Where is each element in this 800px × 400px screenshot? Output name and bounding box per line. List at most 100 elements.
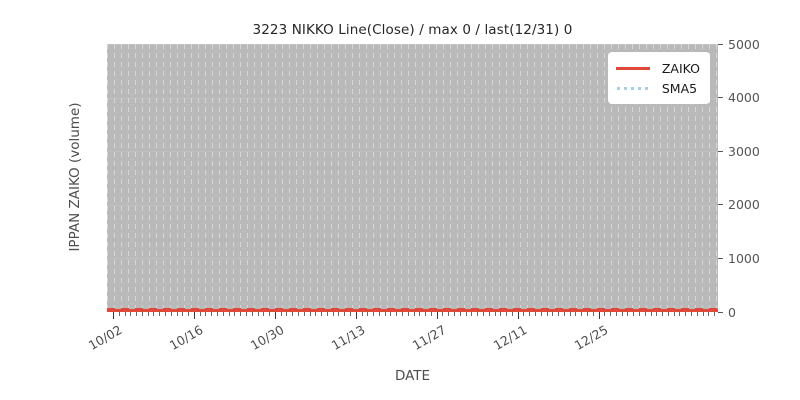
x-tick-minor xyxy=(477,312,479,316)
x-tick-minor xyxy=(390,312,392,316)
x-tick-minor xyxy=(650,312,652,316)
x-tick-major xyxy=(355,312,357,319)
x-tick-minor xyxy=(326,312,328,316)
legend-swatch-zaiko-icon xyxy=(615,62,650,74)
x-tick-minor xyxy=(176,312,178,316)
y-axis-title: IPPAN ZAIKO (volume) xyxy=(67,102,83,252)
y-tick: 5000 xyxy=(718,37,760,52)
x-tick-minor xyxy=(534,312,536,316)
x-tick-minor xyxy=(644,312,646,316)
x-tick-minor xyxy=(459,312,461,316)
x-tick-label: 10/30 xyxy=(247,322,287,354)
legend-item-sma5[interactable]: SMA5 xyxy=(616,78,700,98)
x-tick-minor xyxy=(448,312,450,316)
x-tick-minor xyxy=(141,312,143,316)
x-tick-minor xyxy=(147,312,149,316)
x-tick-minor xyxy=(205,312,207,316)
x-tick-minor xyxy=(292,312,294,316)
x-tick-minor xyxy=(373,312,375,316)
x-tick-minor xyxy=(263,312,265,316)
x-tick-minor xyxy=(211,312,213,316)
gridline-horizontal xyxy=(107,97,718,99)
x-tick-minor xyxy=(667,312,669,316)
x-tick-minor xyxy=(552,312,554,316)
x-tick-major xyxy=(193,312,195,319)
x-tick-minor xyxy=(494,312,496,316)
x-tick-minor xyxy=(569,312,571,316)
plot-area[interactable]: ZAIKO SMA5 xyxy=(107,44,718,312)
x-tick-minor xyxy=(378,312,380,316)
x-tick-minor xyxy=(523,312,525,316)
x-tick-minor xyxy=(332,312,334,316)
x-tick-minor xyxy=(482,312,484,316)
x-tick-minor xyxy=(604,312,606,316)
y-tick: 0 xyxy=(718,304,736,320)
x-tick-minor xyxy=(315,312,317,316)
x-tick-major xyxy=(598,312,600,319)
x-tick-minor xyxy=(245,312,247,316)
x-tick-minor xyxy=(165,312,167,316)
x-tick-minor xyxy=(136,312,138,316)
x-tick-minor xyxy=(159,312,161,316)
legend-item-zaiko[interactable]: ZAIKO xyxy=(615,58,700,78)
gridline-horizontal xyxy=(107,151,718,153)
x-tick-minor xyxy=(130,312,132,316)
y-tick-mark xyxy=(718,311,723,313)
x-tick-minor xyxy=(656,312,658,316)
x-tick-minor xyxy=(702,312,704,316)
y-tick-label: 4000 xyxy=(728,90,760,106)
x-tick-label: 11/13 xyxy=(328,322,368,354)
x-tick-minor xyxy=(367,312,369,316)
x-tick-minor xyxy=(563,312,565,316)
chart-title: 3223 NIKKO Line(Close) / max 0 / last(12… xyxy=(252,22,573,38)
x-tick-label: 10/16 xyxy=(166,322,206,354)
x-tick-minor xyxy=(511,312,513,316)
x-tick-minor xyxy=(615,312,617,316)
x-tick-minor xyxy=(228,312,230,316)
x-tick-minor xyxy=(454,312,456,316)
x-tick-minor xyxy=(529,312,531,316)
x-tick-minor xyxy=(321,312,323,316)
x-tick-minor xyxy=(402,312,404,316)
x-tick-minor xyxy=(118,312,120,316)
legend-label-zaiko: ZAIKO xyxy=(661,60,700,76)
x-tick-minor xyxy=(188,312,190,316)
x-tick-minor xyxy=(396,312,398,316)
x-tick-label: 12/11 xyxy=(490,322,530,354)
x-tick-minor xyxy=(240,312,242,316)
x-tick-minor xyxy=(303,312,305,316)
gridline-horizontal xyxy=(107,44,718,45)
x-tick-minor xyxy=(685,312,687,316)
x-tick-minor xyxy=(639,312,641,316)
x-tick-minor xyxy=(234,312,236,316)
series-line-zaiko xyxy=(107,309,718,312)
x-tick-minor xyxy=(350,312,351,316)
y-tick: 4000 xyxy=(718,90,760,106)
x-tick-minor xyxy=(257,312,259,316)
x-tick-minor xyxy=(430,312,432,316)
x-tick-minor xyxy=(251,312,253,316)
y-tick: 1000 xyxy=(718,251,760,266)
x-tick-minor xyxy=(199,312,201,316)
x-tick-minor xyxy=(691,312,693,316)
x-tick-minor xyxy=(413,312,415,316)
x-tick-minor xyxy=(673,312,675,316)
x-tick-minor xyxy=(407,312,409,316)
x-tick-minor xyxy=(610,312,612,316)
chart-legend[interactable]: ZAIKO SMA5 xyxy=(607,52,710,104)
gridline-horizontal xyxy=(107,258,718,260)
y-tick-label: 0 xyxy=(728,304,736,320)
x-tick-minor xyxy=(344,312,346,316)
x-tick-major xyxy=(517,312,519,319)
x-tick-minor xyxy=(280,312,282,316)
x-tick-minor xyxy=(153,312,155,316)
x-tick-minor xyxy=(546,312,548,316)
x-axis-tick-labels: 10/02 10/16 10/30 11/13 11/27 12/11 12/25 xyxy=(86,322,718,366)
x-tick-minor xyxy=(182,312,184,316)
x-tick-minor xyxy=(621,312,623,316)
x-tick-major xyxy=(274,312,276,319)
x-tick-minor xyxy=(696,312,698,316)
x-tick-minor xyxy=(338,312,340,316)
x-tick-minor xyxy=(269,312,271,316)
